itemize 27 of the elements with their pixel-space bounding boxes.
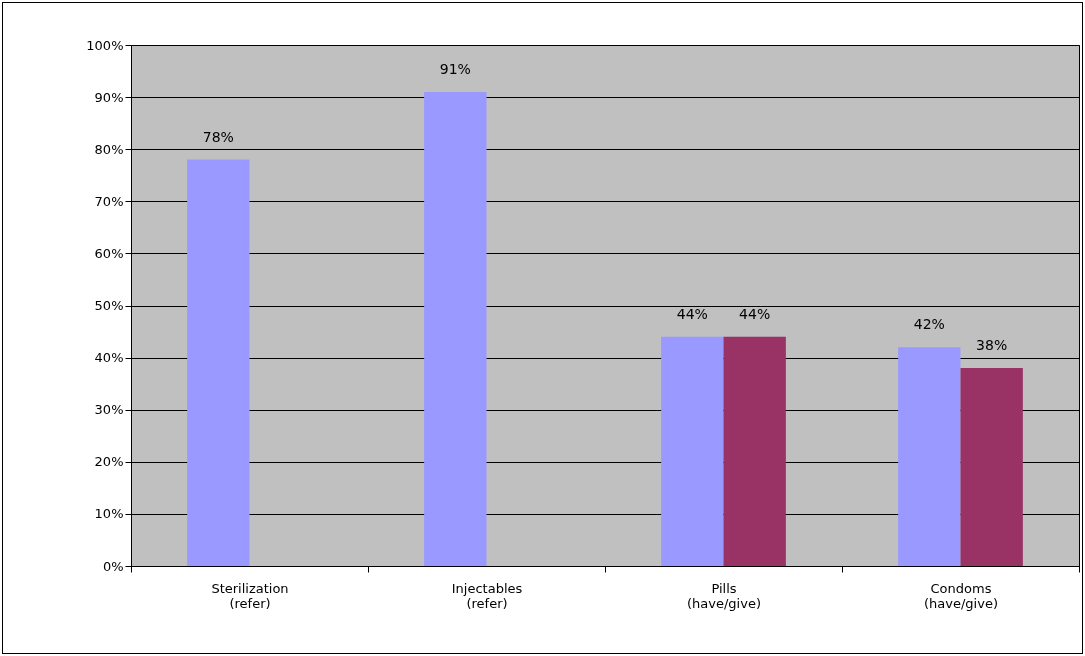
data-label: 78% xyxy=(202,128,234,145)
x-tick-label: Pills (have/give) xyxy=(687,580,761,611)
bar xyxy=(723,336,786,566)
y-tick-label: 0% xyxy=(102,558,124,574)
y-tick-label: 20% xyxy=(94,454,124,470)
bar xyxy=(187,159,250,566)
y-tick-label: 70% xyxy=(94,193,124,209)
data-label: 38% xyxy=(976,337,1008,354)
data-label: 44% xyxy=(739,305,771,322)
data-label: 91% xyxy=(439,60,471,77)
y-tick-label: 60% xyxy=(94,245,124,261)
y-tick-label: 30% xyxy=(94,402,124,418)
y-tick-label: 10% xyxy=(94,506,124,522)
bar xyxy=(960,368,1023,566)
y-tick-label: 50% xyxy=(94,298,124,313)
bar xyxy=(424,91,487,566)
data-label: 42% xyxy=(913,316,945,333)
bar xyxy=(898,347,961,566)
x-tick-label: Sterilization (refer) xyxy=(211,580,289,611)
bar xyxy=(661,336,724,566)
data-label: 44% xyxy=(676,305,708,322)
y-tick-label: 80% xyxy=(94,141,124,157)
y-tick-label: 40% xyxy=(94,350,124,366)
x-tick-label: Condoms (have/give) xyxy=(924,580,998,611)
y-tick-label: 100% xyxy=(86,37,124,53)
y-tick-label: 90% xyxy=(94,89,124,105)
x-tick-label: Injectables (refer) xyxy=(451,580,523,611)
